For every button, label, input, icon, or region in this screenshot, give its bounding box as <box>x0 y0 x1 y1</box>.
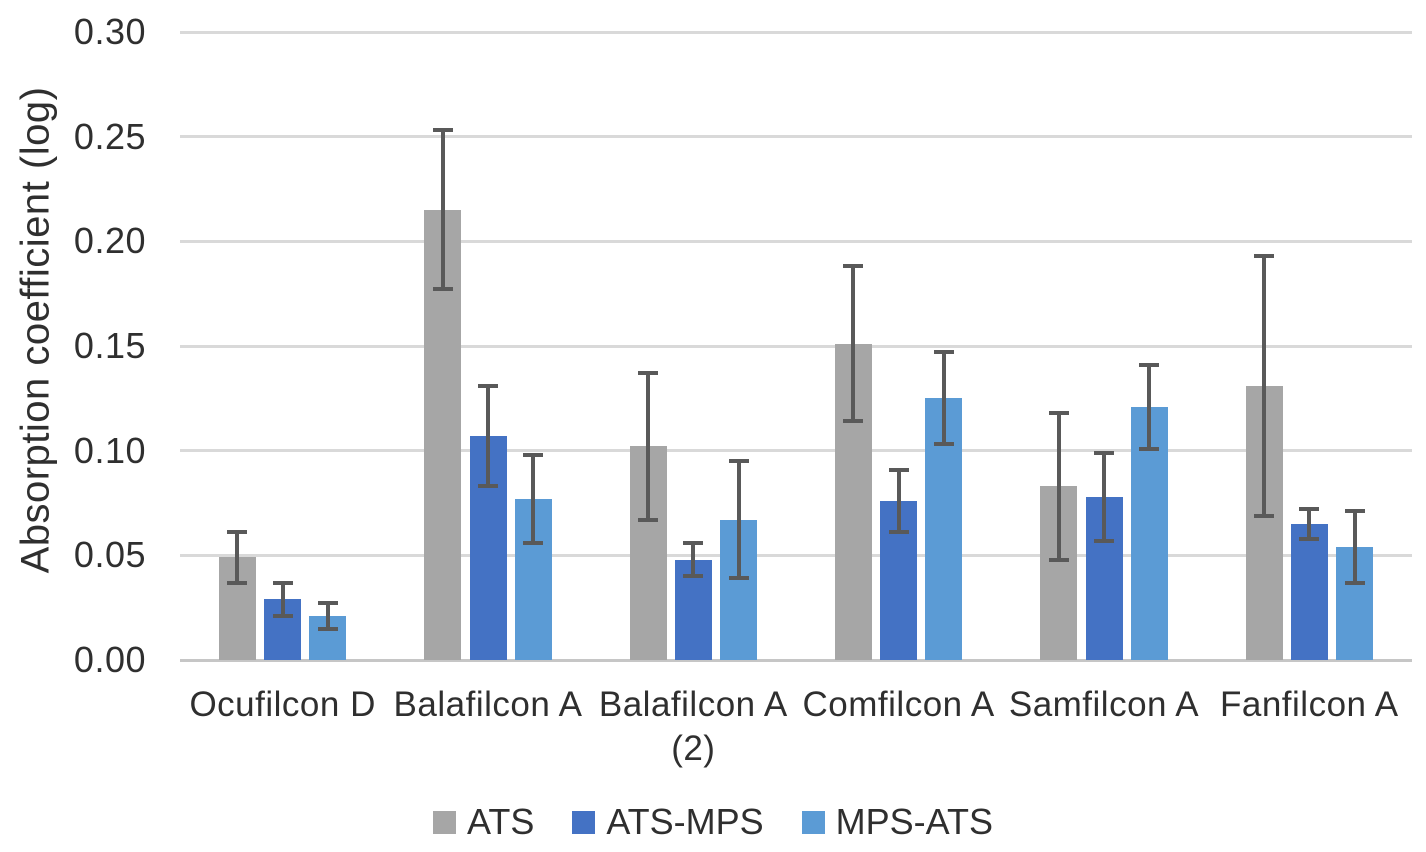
error-bar-cap-bottom <box>1094 538 1114 543</box>
legend-swatch-MPS-ATS <box>801 810 825 834</box>
y-tick-label: 0.05 <box>73 534 146 576</box>
y-gridline <box>180 135 1412 139</box>
error-bar-cap-bottom <box>478 484 498 489</box>
legend-swatch-ATS-MPS <box>572 810 596 834</box>
error-bar-cap-top <box>1048 410 1069 415</box>
error-bar-cap-top <box>888 467 909 472</box>
error-bar-MPS-ATS <box>531 454 536 543</box>
legend-item-ATS-MPS: ATS-MPS <box>572 801 764 843</box>
error-bar-MPS-ATS <box>941 352 946 445</box>
x-category-label: Ocufilcon D <box>189 685 376 724</box>
error-bar-cap-top <box>272 580 293 585</box>
error-bar-MPS-ATS <box>736 461 741 579</box>
error-bar-cap-top <box>1139 362 1160 367</box>
y-gridline <box>180 239 1412 243</box>
error-bar-cap-top <box>1094 450 1114 455</box>
error-bar-cap-bottom <box>888 530 909 535</box>
error-bar-MPS-ATS <box>1147 364 1152 449</box>
error-bar-cap-top <box>683 540 704 545</box>
error-bar-cap-bottom <box>317 626 338 631</box>
error-bar-cap-bottom <box>638 517 659 522</box>
x-category-label: Balafilcon A <box>598 685 788 724</box>
error-bar-MPS-ATS <box>1352 511 1357 583</box>
y-tick-label: 0.00 <box>73 639 146 680</box>
legend-item-ATS: ATS <box>432 801 535 843</box>
error-bar-cap-bottom <box>843 419 864 424</box>
error-bar-cap-top <box>728 459 749 464</box>
error-bar-cap-bottom <box>1344 580 1365 585</box>
legend-label: ATS-MPS <box>606 801 764 842</box>
error-bar-cap-top <box>1254 253 1275 258</box>
x-category-label: Comfilcon A <box>802 685 995 724</box>
x-axis-line <box>180 658 1412 662</box>
error-bar-cap-top <box>843 264 864 269</box>
error-bar-ATS-MPS <box>486 385 490 487</box>
error-bar-cap-top <box>1344 509 1365 514</box>
y-gridline <box>180 449 1412 453</box>
error-bar-ATS-MPS <box>896 469 901 533</box>
error-bar-cap-bottom <box>728 576 749 581</box>
y-tick-label: 0.15 <box>73 325 146 366</box>
error-bar-MPS-ATS <box>325 603 330 629</box>
error-bar-cap-bottom <box>1299 536 1320 541</box>
y-tick-label: 0.20 <box>73 220 146 262</box>
error-bar-cap-bottom <box>272 614 293 619</box>
error-bar-cap-top <box>1299 507 1320 512</box>
x-category-label: Fanfilcon A <box>1220 685 1399 724</box>
y-gridline <box>180 344 1412 348</box>
legend-label: ATS <box>466 801 535 842</box>
error-bar-ATS <box>235 532 240 583</box>
bar-ATS-MPS <box>1290 523 1328 660</box>
error-bar-ATS <box>646 373 651 520</box>
y-tick-label: 0.25 <box>73 115 146 157</box>
error-bar-cap-top <box>478 383 498 388</box>
error-bar-cap-bottom <box>1254 513 1275 518</box>
error-bar-cap-bottom <box>523 540 544 545</box>
error-bar-ATS <box>1262 255 1267 516</box>
legend-item-MPS-ATS: MPS-ATS <box>801 801 994 843</box>
error-bar-ATS <box>440 130 445 290</box>
error-bar-cap-bottom <box>1048 557 1069 562</box>
y-gridline <box>180 30 1412 34</box>
error-bar-cap-top <box>638 371 659 376</box>
error-bar-ATS <box>851 266 856 422</box>
y-tick-label: 0.30 <box>73 11 146 52</box>
error-bar-ATS-MPS <box>1307 509 1312 539</box>
error-bar-cap-bottom <box>1139 446 1160 451</box>
error-bar-cap-bottom <box>933 442 954 447</box>
error-bar-cap-bottom <box>227 580 248 585</box>
legend-swatch-ATS <box>432 810 456 834</box>
error-bar-ATS <box>1056 412 1061 560</box>
y-gridline <box>180 553 1412 557</box>
error-bar-ATS-MPS <box>280 582 285 617</box>
error-bar-cap-top <box>432 128 453 133</box>
y-tick-label: 0.10 <box>73 429 146 471</box>
x-category-label: Samfilcon A <box>1008 685 1200 724</box>
error-bar-cap-bottom <box>683 574 704 579</box>
error-bar-cap-bottom <box>432 287 453 292</box>
error-bar-ATS-MPS <box>691 542 696 577</box>
error-bar-cap-top <box>523 452 544 457</box>
x-category-sublabel: (2) <box>671 729 716 768</box>
error-bar-cap-top <box>933 350 954 355</box>
chart-legend: ATS ATS-MPS MPS-ATS <box>0 801 1426 843</box>
error-bar-ATS-MPS <box>1102 452 1106 541</box>
x-category-label: Balafilcon A <box>393 685 583 724</box>
error-bar-cap-top <box>317 601 338 606</box>
legend-label: MPS-ATS <box>835 801 994 842</box>
error-bar-cap-top <box>227 530 248 535</box>
